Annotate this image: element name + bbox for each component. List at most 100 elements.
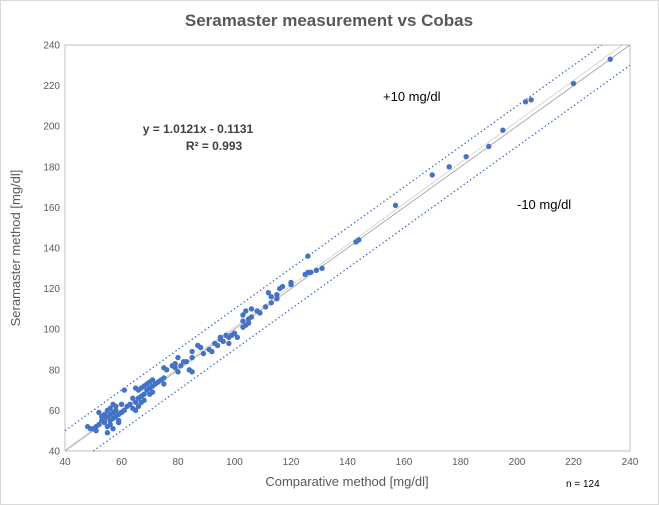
data-point bbox=[308, 269, 314, 276]
data-point bbox=[288, 279, 294, 286]
upper-limit-label: +10 mg/dl bbox=[383, 89, 441, 104]
x-tick-label: 100 bbox=[226, 457, 243, 468]
plot-area bbox=[64, 44, 631, 452]
data-point bbox=[356, 237, 362, 243]
data-point bbox=[104, 430, 111, 436]
data-point bbox=[209, 348, 215, 355]
data-point bbox=[197, 344, 204, 351]
x-tick-label: 200 bbox=[509, 457, 526, 468]
x-tick-label: 80 bbox=[172, 457, 184, 468]
y-tick-label: 160 bbox=[43, 203, 60, 214]
data-point bbox=[279, 283, 286, 290]
data-point bbox=[127, 401, 133, 408]
y-axis-ticks: 40 60 80 100 120 140 160 180 200 220 240 bbox=[43, 41, 60, 458]
data-point bbox=[135, 403, 142, 410]
upper-limit-line bbox=[64, 44, 603, 432]
data-point bbox=[175, 354, 181, 361]
data-points bbox=[84, 56, 613, 436]
data-point bbox=[226, 340, 232, 347]
x-tick-label: 240 bbox=[622, 457, 639, 468]
y-tick-label: 120 bbox=[43, 284, 60, 295]
data-point bbox=[528, 97, 534, 103]
data-point bbox=[118, 401, 125, 408]
data-point bbox=[149, 377, 156, 383]
data-point bbox=[486, 143, 492, 150]
sample-count-label: n = 124 bbox=[566, 479, 600, 490]
y-tick-label: 40 bbox=[49, 447, 61, 458]
data-point bbox=[268, 294, 274, 300]
data-point bbox=[248, 314, 255, 320]
data-point bbox=[189, 369, 195, 375]
data-point bbox=[234, 334, 241, 341]
data-point bbox=[96, 409, 102, 416]
data-point bbox=[240, 318, 246, 324]
data-point bbox=[268, 300, 274, 306]
y-tick-label: 180 bbox=[43, 162, 60, 173]
data-point bbox=[240, 312, 246, 318]
data-point bbox=[107, 421, 113, 428]
y-tick-label: 80 bbox=[49, 365, 61, 376]
data-point bbox=[392, 202, 399, 209]
x-tick-label: 120 bbox=[283, 457, 300, 468]
data-point bbox=[265, 289, 272, 296]
data-point bbox=[121, 407, 128, 414]
data-point bbox=[141, 391, 147, 397]
data-point bbox=[183, 358, 190, 365]
data-point bbox=[522, 99, 529, 105]
data-point bbox=[500, 127, 506, 133]
data-point bbox=[161, 375, 167, 381]
y-tick-label: 140 bbox=[43, 244, 60, 255]
x-tick-label: 60 bbox=[116, 457, 128, 468]
data-point bbox=[607, 56, 613, 62]
data-point bbox=[132, 399, 139, 405]
y-tick-label: 220 bbox=[43, 81, 60, 92]
data-point bbox=[178, 363, 184, 369]
y-tick-label: 240 bbox=[43, 41, 60, 52]
data-point bbox=[113, 403, 119, 410]
data-point bbox=[93, 428, 99, 434]
regression-equation: y = 1.0121x - 0.1131 bbox=[143, 122, 254, 136]
data-point bbox=[243, 308, 249, 314]
x-axis-label: Comparative method [mg/dl] bbox=[265, 474, 428, 489]
data-point bbox=[262, 304, 269, 310]
data-point bbox=[113, 407, 119, 414]
x-tick-label: 160 bbox=[396, 457, 413, 468]
data-point bbox=[107, 405, 113, 412]
data-point bbox=[161, 381, 167, 387]
data-point bbox=[463, 153, 469, 160]
data-point bbox=[175, 369, 181, 375]
data-point bbox=[121, 387, 128, 393]
data-point bbox=[200, 350, 207, 357]
r-squared-label: R² = 0.993 bbox=[186, 139, 243, 153]
data-point bbox=[313, 267, 320, 274]
data-point bbox=[164, 367, 170, 373]
data-point bbox=[231, 330, 238, 336]
y-tick-label: 200 bbox=[43, 122, 60, 133]
data-point bbox=[446, 164, 452, 170]
data-point bbox=[115, 419, 122, 426]
lower-limit-label: -10 mg/dl bbox=[517, 197, 571, 212]
data-point bbox=[305, 253, 311, 259]
x-axis-ticks: 40 60 80 100 120 140 160 180 200 220 240 bbox=[59, 457, 638, 468]
data-point bbox=[110, 425, 116, 432]
data-point bbox=[217, 334, 224, 341]
data-point bbox=[257, 310, 263, 316]
data-point bbox=[189, 348, 195, 355]
data-point bbox=[101, 419, 108, 426]
data-point bbox=[130, 395, 136, 401]
chart-title: Seramaster measurement vs Cobas bbox=[185, 11, 473, 30]
data-point bbox=[214, 342, 221, 349]
x-tick-label: 180 bbox=[452, 457, 469, 468]
data-point bbox=[172, 365, 178, 371]
data-point bbox=[245, 320, 252, 326]
data-point bbox=[570, 80, 577, 87]
data-point bbox=[248, 306, 255, 312]
data-point bbox=[319, 265, 325, 271]
data-point bbox=[274, 296, 280, 302]
y-tick-label: 100 bbox=[43, 325, 60, 336]
data-point bbox=[172, 361, 178, 367]
data-point bbox=[149, 389, 156, 395]
y-axis-label: Seramaster method [mg/dl] bbox=[8, 170, 23, 327]
data-point bbox=[429, 172, 435, 178]
